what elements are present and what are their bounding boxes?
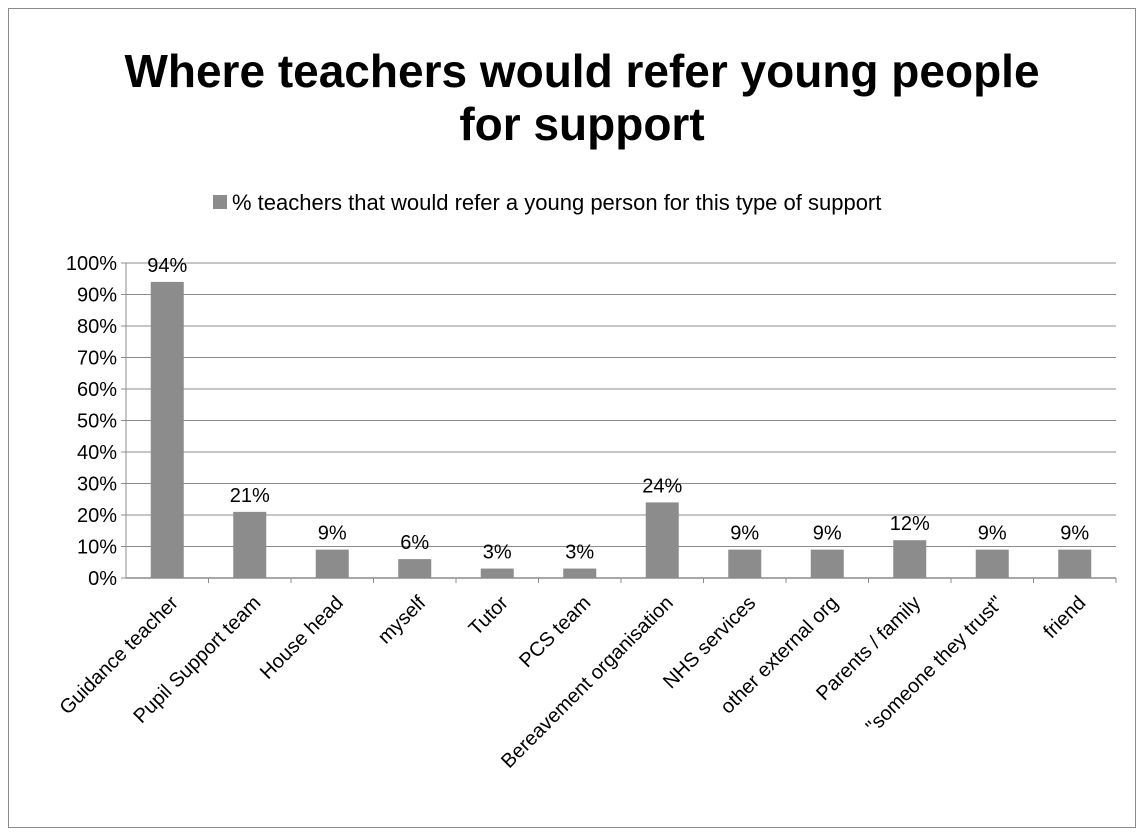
legend-label: % teachers that would refer a young pers… <box>232 190 881 215</box>
x-category-label: House head <box>256 592 348 684</box>
y-tick-label: 20% <box>77 505 117 527</box>
bar <box>810 549 844 578</box>
data-label: 21% <box>230 485 270 507</box>
x-category-label: Tutor <box>465 592 513 640</box>
y-tick-label: 40% <box>77 442 117 464</box>
x-category-label: PCS team <box>515 592 595 672</box>
bars <box>150 281 1092 578</box>
data-label: 94% <box>147 255 187 277</box>
y-axis-ticks: 0% 10% 20% 30% 40% 50% 60% 70% 80% 90% 100% <box>66 253 117 590</box>
chart-title-line-1: Where teachers would refer young people <box>124 45 1039 97</box>
x-category-label: myself <box>374 592 431 649</box>
chart-title-line-2: for support <box>459 98 704 150</box>
chart-frame <box>8 8 1136 828</box>
x-category-label: "someone they trust" <box>862 592 1008 738</box>
data-label: 9% <box>813 523 842 545</box>
data-label: 24% <box>642 475 682 497</box>
legend-swatch <box>213 195 227 209</box>
bar <box>1058 549 1092 578</box>
bar <box>893 540 927 578</box>
data-label: 9% <box>978 523 1007 545</box>
bar <box>398 559 432 578</box>
bar <box>233 511 267 578</box>
y-tick-label: 50% <box>77 411 117 433</box>
bar <box>975 549 1009 578</box>
y-tick-label: 10% <box>77 537 117 559</box>
x-category-label: friend <box>1039 592 1090 643</box>
data-label: 3% <box>565 542 594 564</box>
bar <box>645 502 679 578</box>
data-label: 3% <box>483 542 512 564</box>
data-labels: 94% 21% 9% 6% 3% 3% 24% 9% 9% 12% 9% 9% <box>147 255 1089 564</box>
y-tick-label: 80% <box>77 316 117 338</box>
y-tick-label: 70% <box>77 348 117 370</box>
y-tick-label: 90% <box>77 285 117 307</box>
bar <box>315 549 349 578</box>
bar <box>563 568 597 578</box>
bar <box>480 568 514 578</box>
data-label: 6% <box>400 532 429 554</box>
bar <box>728 549 762 578</box>
bar <box>150 281 184 578</box>
y-tick-label: 30% <box>77 474 117 496</box>
y-tick-label: 100% <box>66 253 117 275</box>
data-label: 12% <box>890 513 930 535</box>
x-category-label: Bereavement organisation <box>497 592 678 773</box>
data-label: 9% <box>1060 523 1089 545</box>
data-label: 9% <box>730 523 759 545</box>
gridlines <box>121 262 1117 583</box>
data-label: 9% <box>318 523 347 545</box>
y-tick-label: 0% <box>88 568 117 590</box>
y-tick-label: 60% <box>77 379 117 401</box>
